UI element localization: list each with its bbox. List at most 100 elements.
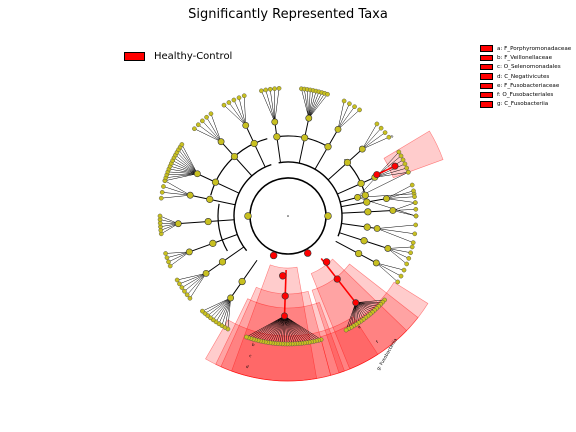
leaf-edge: [170, 251, 190, 267]
leaf-node: [164, 255, 170, 260]
class-node: [230, 152, 239, 161]
leaf-node: [163, 251, 168, 256]
clade-node: [202, 269, 210, 277]
leaf-edge: [164, 173, 198, 181]
leaf-edge: [248, 315, 285, 339]
leaf-edge: [308, 94, 328, 119]
leaf-edge: [186, 273, 207, 295]
leaf-edge: [218, 297, 231, 324]
leaf-edge: [387, 248, 409, 259]
leaf-node: [174, 277, 180, 283]
leaf-edge: [350, 302, 356, 328]
sector-letter: a: [389, 133, 395, 138]
leaf-node: [405, 169, 411, 175]
leaf-edge: [178, 149, 198, 174]
leaf-node: [402, 161, 408, 167]
leaf-edge: [387, 246, 413, 249]
clade-node: [186, 191, 194, 199]
leaf-node: [382, 130, 388, 135]
leaf-edge: [161, 194, 191, 199]
leaf-edge: [198, 124, 222, 142]
class-node: [281, 292, 289, 300]
leaf-edge: [392, 202, 416, 211]
leaf-node: [221, 102, 227, 108]
leaf-edge: [386, 184, 413, 199]
leaf-edge: [163, 186, 191, 196]
leaf-edge: [284, 315, 317, 342]
root-node: [287, 215, 289, 217]
leaf-edge: [355, 299, 385, 303]
leaf-node: [182, 288, 187, 294]
leaf-edge: [277, 315, 285, 344]
leaf-edge: [284, 315, 322, 340]
leaf-edge: [204, 297, 231, 314]
class-node: [209, 239, 217, 247]
leaf-node: [409, 182, 415, 188]
leaf-edge: [337, 100, 345, 130]
taxa-legend-item: g: C_Fusobacteriia: [480, 100, 571, 109]
leaf-node: [374, 121, 380, 127]
leaf-edge: [376, 262, 405, 271]
leaf-edge: [284, 315, 315, 342]
leaf-edge: [386, 196, 415, 199]
phylum-node: [324, 212, 332, 220]
leaf-edge: [265, 89, 276, 122]
leaf-edge: [202, 120, 222, 142]
leaf-node: [159, 190, 165, 195]
leaf-node: [200, 308, 205, 314]
leaf-edge: [284, 315, 307, 343]
legend-swatch: [480, 63, 493, 71]
leaf-edge: [233, 99, 246, 126]
leaf-edge: [246, 315, 285, 338]
leaf-node: [157, 213, 163, 219]
leaf-node: [386, 134, 392, 140]
tree-edges: [159, 88, 417, 345]
clade-node: [389, 207, 397, 214]
leaf-node: [378, 125, 384, 131]
leaf-node: [341, 98, 347, 104]
leaf-edge: [374, 171, 409, 178]
leaf-edge: [387, 248, 407, 265]
legend-swatch: [480, 45, 493, 52]
leaf-node: [244, 334, 249, 340]
leaf-edge: [308, 89, 311, 119]
class-node: [355, 249, 363, 258]
leaf-edge: [362, 136, 389, 150]
leaf-edge: [179, 146, 198, 174]
sector-letter: d: [246, 364, 250, 370]
phylum-arc: [233, 163, 272, 252]
leaf-edge: [177, 273, 207, 281]
group-legend-label: Healthy-Control: [154, 51, 233, 62]
leaf-edge: [386, 198, 416, 203]
leaf-edge: [168, 251, 190, 263]
leaf-edge: [210, 297, 231, 318]
class-arc: [217, 203, 228, 252]
leaf-edge: [269, 89, 276, 122]
leaf-node: [167, 263, 173, 269]
leaf-edge: [307, 89, 310, 119]
leaf-edge: [165, 173, 198, 179]
leaf-node: [413, 213, 419, 219]
clade-node: [391, 162, 399, 170]
leaf-edge: [210, 113, 222, 142]
class-node: [363, 198, 371, 206]
branch: [274, 121, 281, 163]
leaf-edge: [172, 160, 198, 174]
leaf-edge: [284, 315, 290, 345]
leaf-edge: [284, 315, 300, 344]
class-node: [206, 195, 214, 203]
leaf-node: [177, 281, 182, 287]
leaf-node: [263, 87, 269, 93]
class-node: [360, 237, 368, 245]
legend-swatch: [480, 101, 493, 108]
class-node: [357, 179, 365, 188]
leaf-node: [231, 97, 237, 103]
clade-node: [185, 248, 193, 256]
legend-label: a: F_Porphyromonadaceae: [497, 45, 572, 52]
phylum-node: [279, 272, 287, 280]
sector-letter: f: [375, 339, 380, 344]
leaf-node: [236, 95, 242, 101]
leaf-edge: [348, 302, 356, 329]
leaf-edge: [253, 315, 285, 340]
